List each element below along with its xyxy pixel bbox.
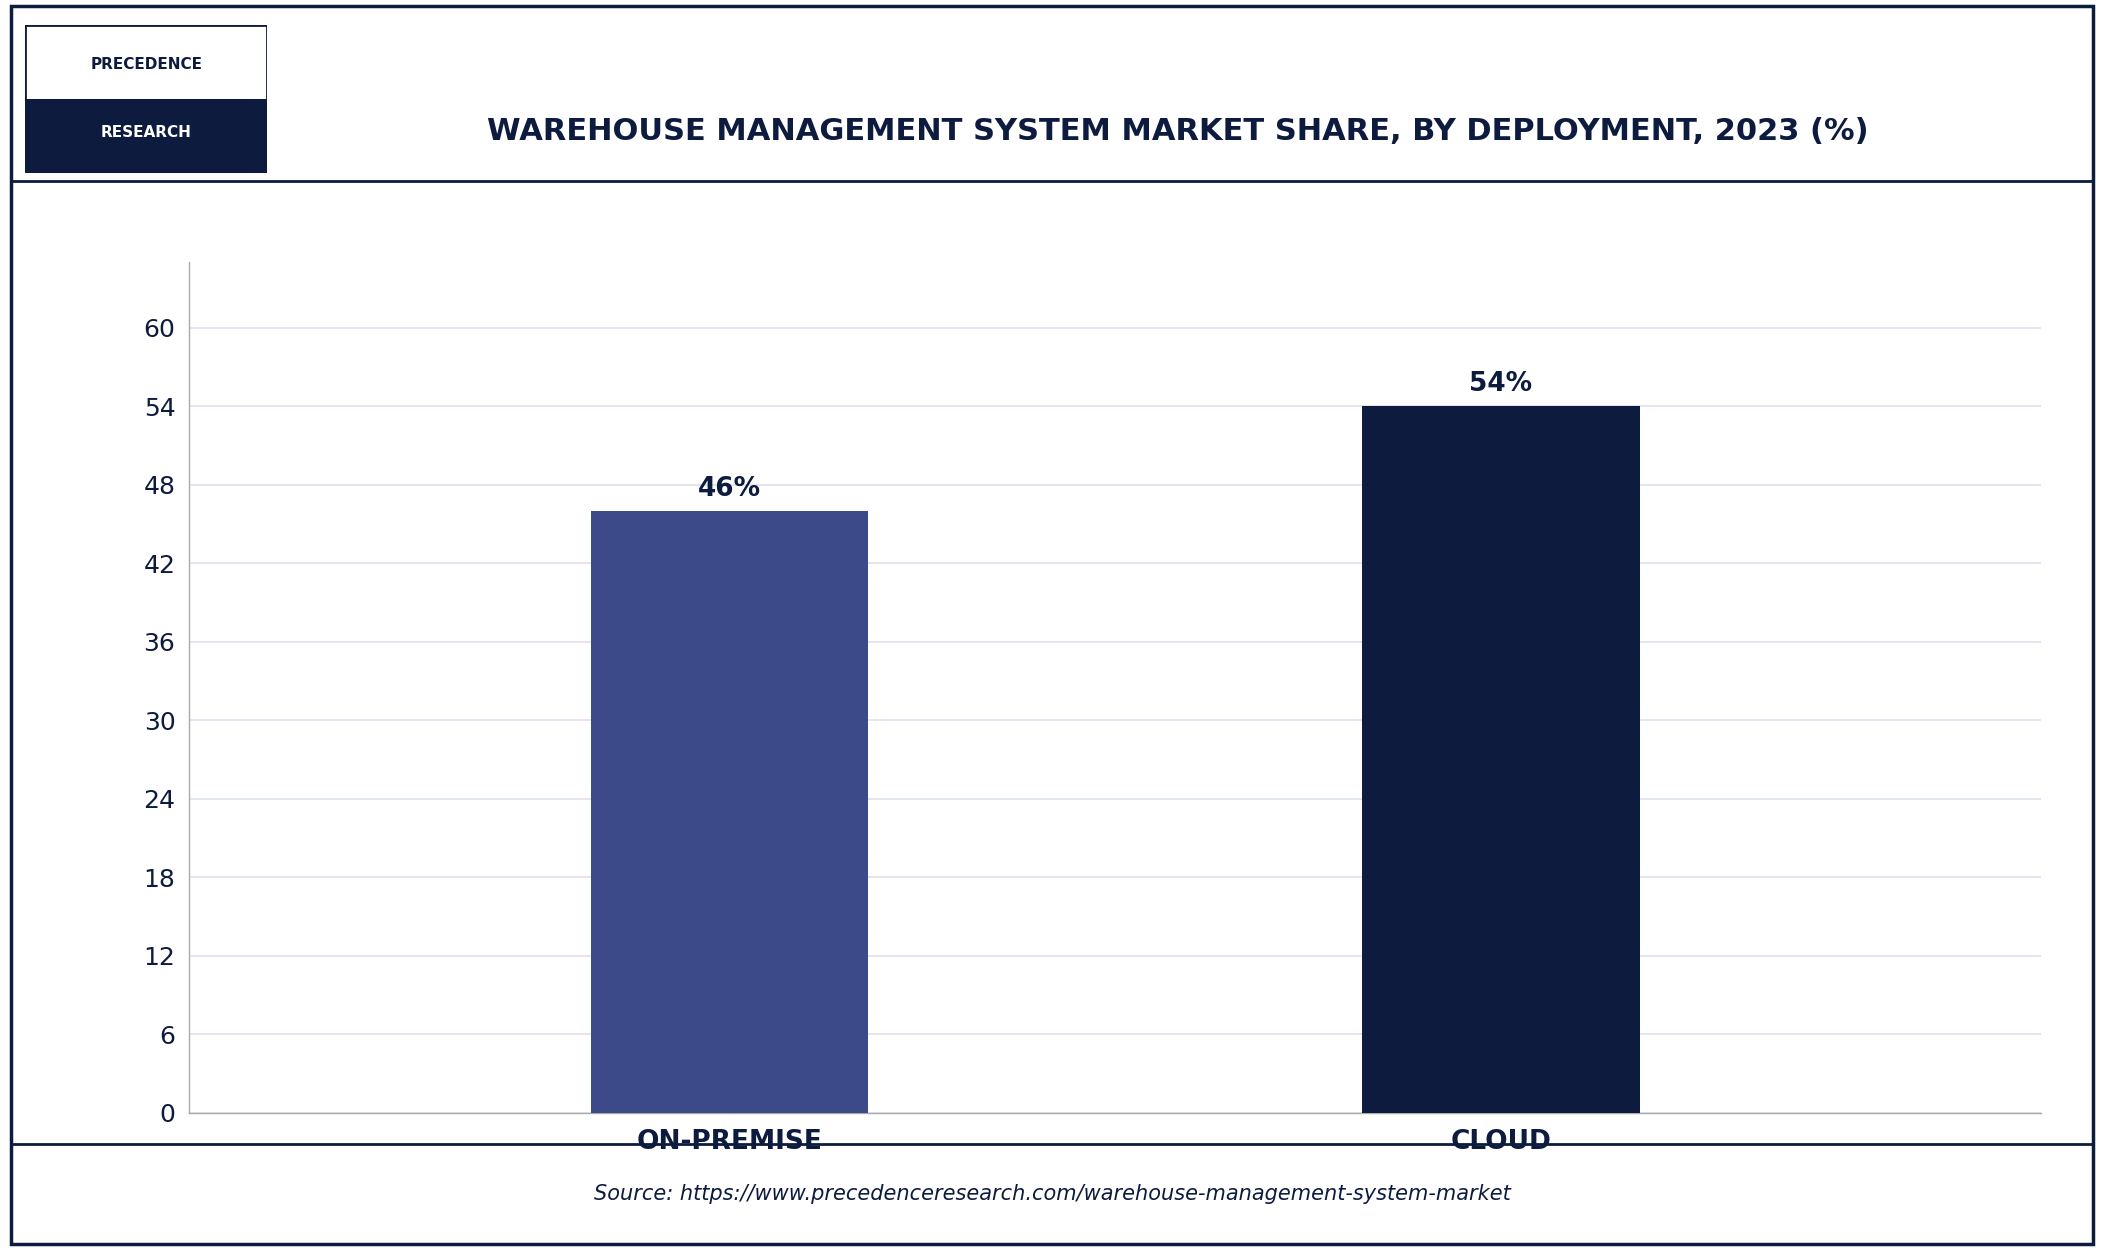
Bar [25, 25, 267, 99]
Text: 54%: 54% [1469, 371, 1532, 398]
Text: WAREHOUSE MANAGEMENT SYSTEM MARKET SHARE, BY DEPLOYMENT, 2023 (%): WAREHOUSE MANAGEMENT SYSTEM MARKET SHARE… [488, 116, 1868, 146]
Bar [591, 511, 869, 1112]
Text: Source: https://www.precedenceresearch.com/warehouse-management-system-market: Source: https://www.precedenceresearch.c… [593, 1184, 1511, 1204]
Bar [1361, 406, 1639, 1112]
Text: 46%: 46% [699, 476, 762, 501]
Bar [25, 99, 267, 172]
Text: RESEARCH: RESEARCH [101, 125, 191, 140]
Text: PRECEDENCE: PRECEDENCE [90, 58, 202, 72]
